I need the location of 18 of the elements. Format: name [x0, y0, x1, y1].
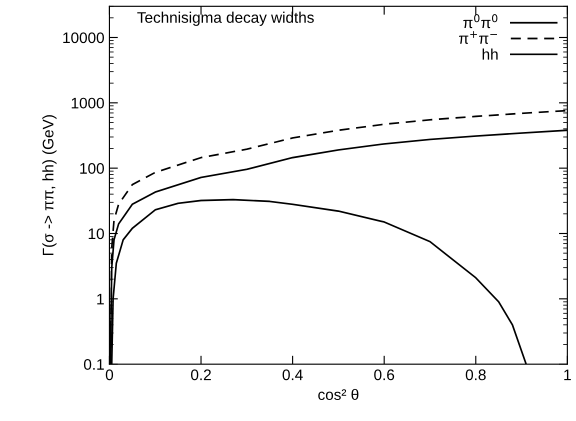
legend-label: π$^{0}$π$^{0}$ — [463, 14, 498, 28]
y-axis-title: Γ(σ -> ππ, hh) (GeV) — [42, 115, 57, 256]
legend-label: hh — [482, 48, 498, 60]
y-tick-label: 10000 — [63, 32, 104, 44]
legend-label: π$^{+}$π$^{−}$ — [459, 31, 498, 44]
y-tick-label: 100 — [80, 163, 104, 174]
y-tick-label: 1 — [97, 294, 104, 304]
x-tick-label: 0.2 — [191, 369, 211, 380]
chart-title: Technisigma decay widths — [137, 12, 314, 26]
x-tick-label: 1 — [564, 370, 571, 380]
x-tick-label: 0 — [106, 369, 114, 380]
x-tick-label: 0.6 — [374, 369, 394, 380]
y-tick-label: 10 — [88, 228, 104, 240]
x-tick-label: 0.4 — [282, 369, 303, 380]
x-tick-label: 0.8 — [466, 369, 486, 380]
y-tick-label: 1000 — [72, 98, 104, 109]
x-axis-title: cos² θ — [318, 388, 358, 400]
y-tick-label: 0.1 — [84, 359, 104, 370]
